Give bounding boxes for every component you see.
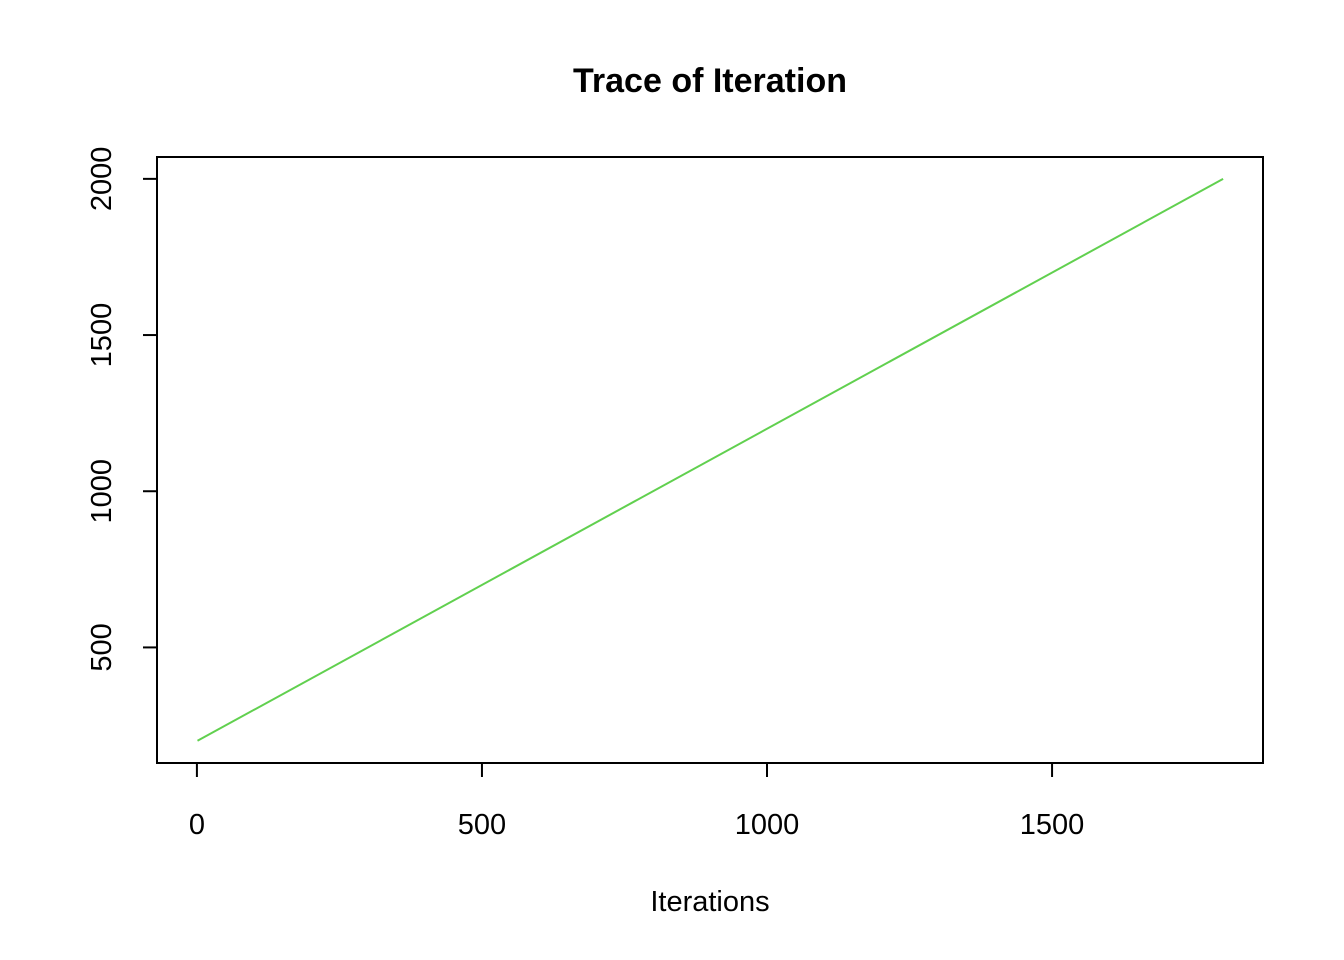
- y-axis: 500 1000 1500 2000: [86, 147, 158, 672]
- x-tick-label: 1000: [735, 809, 800, 841]
- y-tick-label: 2000: [86, 147, 118, 212]
- x-tick-label: 1500: [1020, 809, 1085, 841]
- series-layer: [197, 178, 1224, 742]
- x-tick-label: 500: [458, 809, 506, 841]
- x-axis-label: Iterations: [650, 886, 769, 918]
- x-tick-label: 0: [189, 809, 205, 841]
- x-axis: 0 500 1000 1500: [189, 762, 1085, 841]
- y-tick-label: 1000: [86, 459, 118, 524]
- series-line: [197, 178, 1224, 742]
- chart-title: Trace of Iteration: [573, 62, 847, 100]
- y-tick-label: 500: [86, 623, 118, 671]
- y-tick-label: 1500: [86, 303, 118, 368]
